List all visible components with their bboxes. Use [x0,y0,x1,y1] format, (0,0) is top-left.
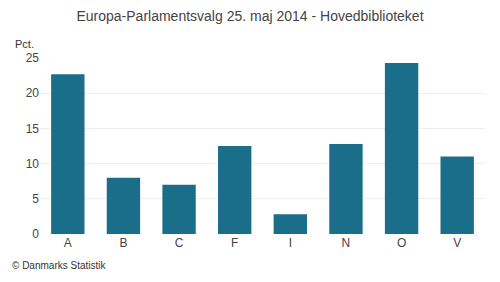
svg-text:C: C [175,236,184,250]
svg-text:N: N [342,236,351,250]
svg-text:15: 15 [26,122,40,136]
svg-text:10: 10 [26,157,40,171]
svg-text:© Danmarks Statistik: © Danmarks Statistik [12,260,107,271]
svg-text:0: 0 [32,227,39,241]
svg-text:Europa-Parlamentsvalg 25. maj: Europa-Parlamentsvalg 25. maj 2014 - Hov… [76,8,423,24]
svg-text:O: O [397,236,406,250]
svg-text:B: B [119,236,127,250]
svg-text:20: 20 [26,86,40,100]
svg-text:A: A [64,236,72,250]
svg-text:Pct.: Pct. [15,38,34,50]
svg-text:I: I [289,236,292,250]
svg-text:F: F [231,236,238,250]
svg-text:5: 5 [32,192,39,206]
svg-text:V: V [453,236,461,250]
svg-text:25: 25 [26,51,40,65]
